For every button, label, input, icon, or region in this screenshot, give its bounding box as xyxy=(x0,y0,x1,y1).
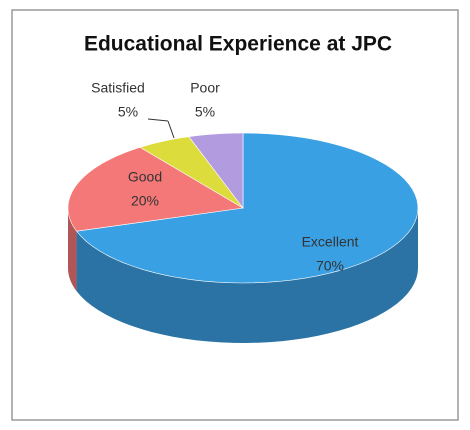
leader-line xyxy=(167,120,175,139)
slice xyxy=(139,136,244,209)
slice xyxy=(75,132,419,343)
slice-top xyxy=(188,132,244,209)
slice xyxy=(188,132,244,209)
value-label: 5% xyxy=(118,104,138,120)
slice-side xyxy=(76,208,418,343)
value-label: 20% xyxy=(131,193,159,209)
chart-title: Educational Experience at JPC xyxy=(84,33,392,56)
slice-label: Good xyxy=(128,169,162,185)
slice-side xyxy=(68,208,77,292)
slice-label: Poor xyxy=(190,80,220,96)
slice-label: Excellent xyxy=(302,234,359,250)
slice-top xyxy=(139,136,244,209)
value-label: 5% xyxy=(195,104,215,120)
slice xyxy=(67,146,244,292)
slice-top xyxy=(75,132,419,284)
slice-top xyxy=(67,146,244,232)
leader-line xyxy=(147,118,169,122)
slice-label: Satisfied xyxy=(91,80,145,96)
value-label: 70% xyxy=(316,258,344,274)
